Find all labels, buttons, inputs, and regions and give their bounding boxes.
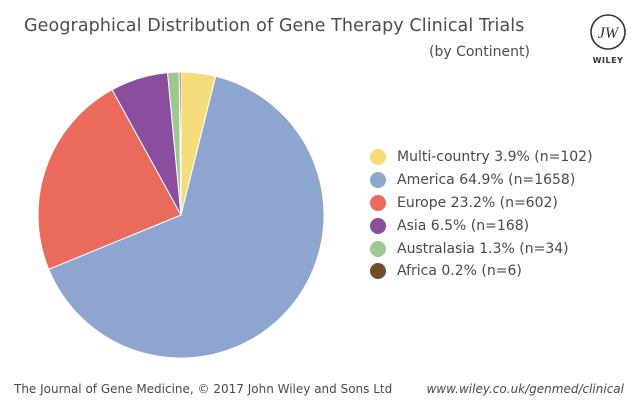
pie-slice-america bbox=[48, 75, 325, 359]
chart-title: Geographical Distribution of Gene Therap… bbox=[24, 16, 525, 36]
legend-label: Asia 6.5% (n=168) bbox=[397, 217, 530, 234]
logo-letters: JW bbox=[598, 25, 620, 42]
legend-label: America 64.9% (n=1658) bbox=[397, 172, 576, 189]
legend-label: Europe 23.2% (n=602) bbox=[397, 194, 558, 211]
legend-swatch bbox=[370, 194, 386, 211]
legend-label: Australasia 1.3% (n=34) bbox=[397, 240, 569, 257]
pie-chart bbox=[37, 72, 325, 359]
legend-item: Asia 6.5% (n=168) bbox=[370, 214, 593, 237]
legend-item: America 64.9% (n=1658) bbox=[370, 169, 593, 192]
footer-url[interactable]: www.wiley.co.uk/genmed/clinical bbox=[426, 382, 624, 396]
legend-swatch bbox=[370, 240, 386, 257]
legend-label: Africa 0.2% (n=6) bbox=[397, 263, 522, 280]
legend-item: Australasia 1.3% (n=34) bbox=[370, 237, 593, 260]
legend-swatch bbox=[370, 149, 386, 166]
legend-item: Multi-country 3.9% (n=102) bbox=[370, 146, 593, 169]
legend-label: Multi-country 3.9% (n=102) bbox=[397, 149, 593, 166]
footer-source: The Journal of Gene Medicine, © 2017 Joh… bbox=[14, 382, 393, 396]
chart-legend: Multi-country 3.9% (n=102) America 64.9% … bbox=[370, 146, 593, 283]
legend-item: Europe 23.2% (n=602) bbox=[370, 192, 593, 215]
logo-text: WILEY bbox=[592, 56, 624, 65]
legend-swatch bbox=[370, 172, 386, 189]
wiley-logo-icon: JW bbox=[590, 14, 626, 50]
pie-slice-europe bbox=[37, 89, 182, 270]
legend-swatch bbox=[370, 263, 386, 280]
pie-slice-africa bbox=[178, 72, 182, 216]
legend-item: Africa 0.2% (n=6) bbox=[370, 260, 593, 283]
chart-subtitle: (by Continent) bbox=[429, 44, 530, 60]
legend-swatch bbox=[370, 217, 386, 234]
